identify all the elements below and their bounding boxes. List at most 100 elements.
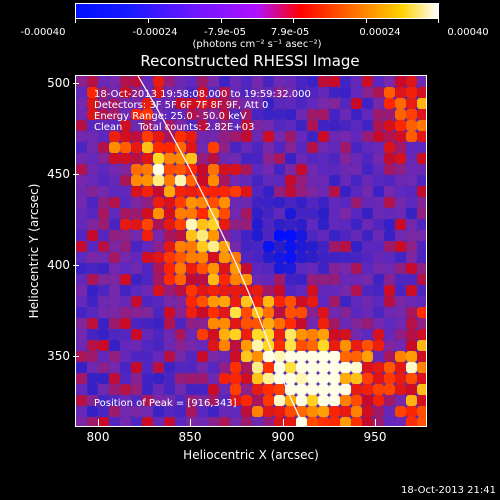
image-pixel <box>373 142 384 153</box>
image-pixel <box>406 76 417 87</box>
image-pixel <box>219 120 230 131</box>
image-pixel <box>186 186 197 197</box>
image-pixel <box>76 142 87 153</box>
image-pixel <box>120 197 131 208</box>
image-pixel <box>142 131 153 142</box>
image-pixel <box>384 230 395 241</box>
image-pixel <box>241 131 252 142</box>
image-pixel <box>219 373 230 384</box>
image-pixel <box>109 329 120 340</box>
image-pixel <box>175 340 186 351</box>
image-pixel <box>98 164 109 175</box>
image-pixel <box>252 329 263 340</box>
image-pixel <box>175 98 186 109</box>
image-pixel <box>120 164 131 175</box>
image-pixel <box>417 417 426 426</box>
image-pixel <box>417 87 426 98</box>
image-pixel <box>109 230 120 241</box>
image-pixel <box>208 76 219 87</box>
image-pixel <box>120 296 131 307</box>
image-pixel <box>87 384 98 395</box>
x-axis-tick <box>283 419 284 427</box>
image-pixel <box>296 263 307 274</box>
image-pixel <box>175 395 186 406</box>
image-pixel <box>373 285 384 296</box>
image-pixel <box>241 142 252 153</box>
image-pixel <box>351 351 362 362</box>
image-pixel <box>395 76 406 87</box>
image-pixel <box>296 87 307 98</box>
image-pixel <box>142 351 153 362</box>
image-pixel <box>208 274 219 285</box>
image-pixel <box>230 109 241 120</box>
image-pixel <box>153 329 164 340</box>
image-pixel <box>120 373 131 384</box>
image-pixel <box>219 175 230 186</box>
image-pixel <box>307 351 318 362</box>
image-pixel <box>395 329 406 340</box>
image-pixel <box>395 362 406 373</box>
image-pixel <box>318 186 329 197</box>
x-tick-label: 850 <box>178 430 202 444</box>
image-pixel <box>395 186 406 197</box>
image-pixel <box>164 318 175 329</box>
image-pixel <box>296 329 307 340</box>
image-pixel <box>351 263 362 274</box>
image-pixel <box>87 87 98 98</box>
image-pixel <box>362 98 373 109</box>
image-pixel <box>175 307 186 318</box>
image-pixel <box>285 142 296 153</box>
image-pixel <box>384 109 395 120</box>
image-pixel <box>131 208 142 219</box>
image-pixel <box>373 373 384 384</box>
image-pixel <box>208 153 219 164</box>
image-pixel <box>153 131 164 142</box>
colorbar-label: -0.00024 <box>132 27 178 38</box>
image-pixel <box>131 263 142 274</box>
image-pixel <box>219 131 230 142</box>
image-pixel <box>98 120 109 131</box>
image-pixel <box>296 131 307 142</box>
image-pixel <box>296 340 307 351</box>
image-pixel <box>340 98 351 109</box>
image-pixel <box>384 131 395 142</box>
image-pixel <box>175 274 186 285</box>
image-pixel <box>296 285 307 296</box>
image-pixel <box>208 109 219 120</box>
image-pixel <box>263 87 274 98</box>
image-pixel <box>417 109 426 120</box>
image-pixel <box>109 252 120 263</box>
image-pixel <box>318 351 329 362</box>
image-pixel <box>98 87 109 98</box>
image-pixel <box>373 263 384 274</box>
image-pixel <box>241 241 252 252</box>
image-pixel <box>98 186 109 197</box>
image-pixel <box>395 340 406 351</box>
image-pixel <box>219 296 230 307</box>
image-pixel <box>76 274 87 285</box>
image-pixel <box>406 87 417 98</box>
image-pixel <box>175 318 186 329</box>
image-pixel <box>329 252 340 263</box>
image-pixel <box>109 274 120 285</box>
image-pixel <box>373 87 384 98</box>
image-pixel <box>263 76 274 87</box>
image-pixel <box>76 131 87 142</box>
image-pixel <box>351 285 362 296</box>
image-pixel <box>362 153 373 164</box>
image-pixel <box>164 351 175 362</box>
image-pixel <box>318 142 329 153</box>
image-pixel <box>175 120 186 131</box>
image-pixel <box>76 340 87 351</box>
image-pixel <box>76 208 87 219</box>
image-pixel <box>87 219 98 230</box>
image-pixel <box>406 197 417 208</box>
image-pixel <box>384 307 395 318</box>
image-pixel <box>285 285 296 296</box>
image-pixel <box>87 252 98 263</box>
image-pixel <box>208 318 219 329</box>
image-pixel <box>142 197 153 208</box>
image-pixel <box>318 329 329 340</box>
x-axis-label: Heliocentric X (arcsec) <box>183 448 319 462</box>
image-pixel <box>230 120 241 131</box>
